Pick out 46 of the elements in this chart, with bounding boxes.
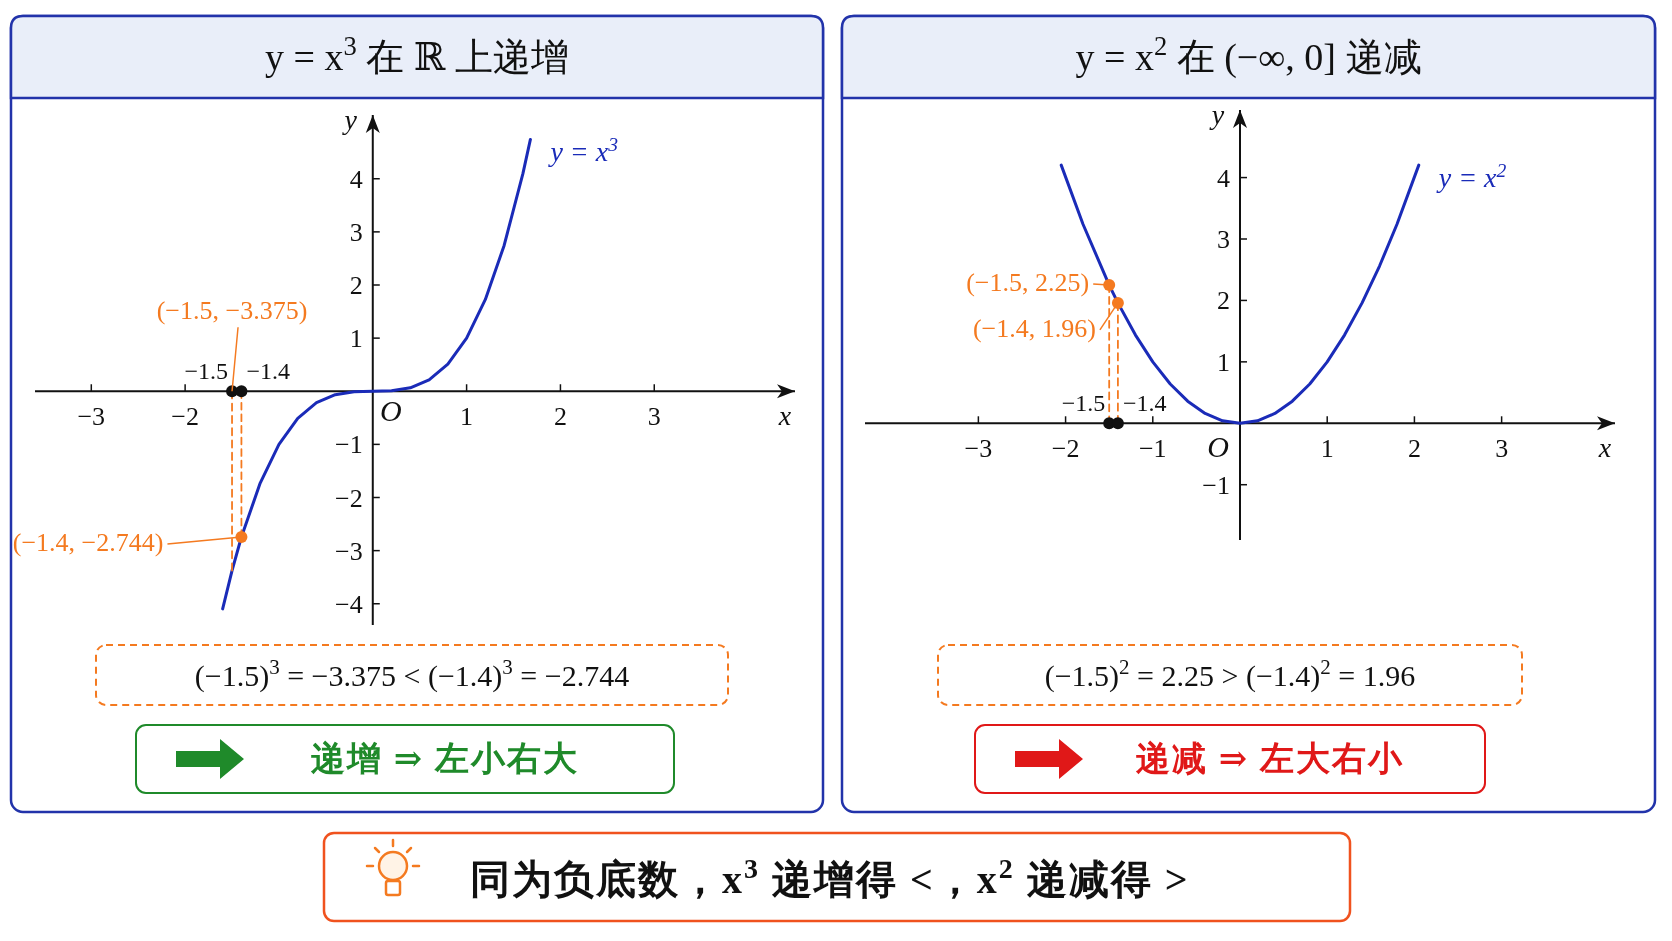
x-tick-label: −2	[1051, 434, 1080, 464]
y-tick-label: 2	[1217, 286, 1230, 316]
annotation: −1.5	[1061, 390, 1106, 417]
chart-title: y = x$^{3}$ 在 ℝ 上递增	[265, 31, 569, 78]
x-tick-label: 1	[460, 402, 474, 432]
y-tick-label: 3	[349, 217, 363, 247]
y-axis-title: y	[341, 104, 358, 135]
annotation: −1.4	[1122, 390, 1167, 417]
x-tick-label: −3	[964, 434, 993, 464]
text: (−1.5)$^{3}$ = −3.375 < (−1.4)$^{3}$ = −2.744	[194, 655, 630, 693]
x-tick-label: 1	[1320, 434, 1334, 464]
x-tick-label: 2	[1407, 434, 1421, 464]
annotation: (−1.4, −2.744)	[12, 528, 164, 558]
annotation: (−1.4, 1.96)	[972, 313, 1096, 343]
x-tick-label: 3	[1495, 434, 1509, 464]
annotation: −1.5	[184, 358, 229, 385]
text: 递减 ⇒ 左大右小	[1135, 740, 1404, 777]
y-tick-label: −1	[1202, 470, 1230, 500]
annotation: (−1.5, −3.375)	[156, 296, 308, 326]
y-tick-label: −3	[335, 536, 363, 566]
y-tick-label: 4	[349, 164, 363, 194]
x-tick-label: −3	[77, 402, 106, 432]
chart-title: y = x$^{2}$ 在 (−∞, 0] 递减	[1075, 31, 1422, 79]
annotation: O	[379, 394, 402, 428]
text: (−1.5)$^{2}$ = 2.25 > (−1.4)$^{2}$ = 1.96	[1044, 655, 1416, 693]
series-label: y = x$^{2}$	[1435, 159, 1507, 194]
y-tick-label: −4	[335, 589, 363, 619]
y-tick-label: 1	[349, 324, 363, 354]
y-axis-title: y	[1208, 99, 1225, 130]
y-tick-label: 1	[1217, 347, 1230, 377]
text: 同为负底数，x$^{3}$ 递增得 <，x$^{2}$ 递减得 >	[470, 852, 1190, 902]
x-tick-label: −1	[1138, 434, 1167, 464]
y-tick-label: −2	[335, 483, 363, 513]
y-tick-label: 4	[1217, 163, 1230, 193]
text: 递增 ⇒ 左小右大	[310, 740, 579, 777]
x-tick-label: 3	[647, 402, 661, 432]
series-label: y = x$^{3}$	[547, 133, 619, 168]
y-tick-label: 2	[349, 271, 363, 300]
x-axis-title: x	[1597, 432, 1612, 464]
annotation: O	[1207, 430, 1229, 464]
y-tick-label: 3	[1217, 225, 1230, 254]
annotation: (−1.5, 2.25)	[966, 268, 1090, 298]
x-tick-label: −2	[171, 402, 199, 432]
x-axis-title: x	[777, 400, 792, 432]
annotation: −1.4	[246, 358, 290, 385]
x-tick-label: 2	[553, 402, 567, 432]
